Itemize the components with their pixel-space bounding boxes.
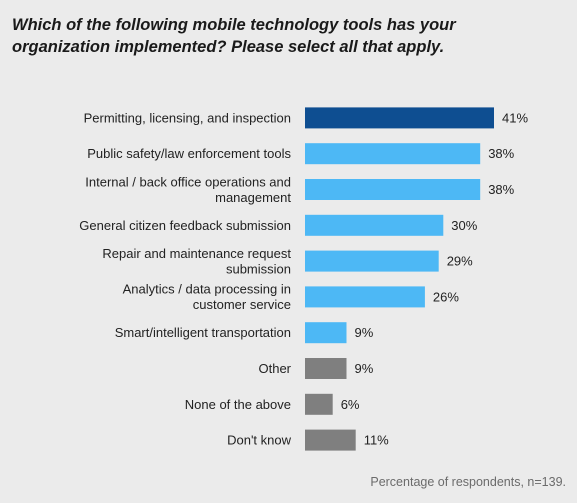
value-label-4: 29% — [447, 254, 473, 269]
category-label-3: General citizen feedback submission — [79, 218, 291, 233]
bar-8 — [305, 393, 333, 415]
category-label-1: Public safety/law enforcement tools — [87, 146, 291, 161]
bar-3 — [305, 214, 444, 236]
value-label-0: 41% — [502, 110, 528, 125]
bar-1 — [305, 143, 481, 165]
value-label-9: 11% — [364, 433, 389, 448]
chart-title: Which of the following mobile technology… — [12, 16, 456, 56]
bar-0 — [305, 107, 494, 129]
category-label-9: Don't know — [227, 433, 292, 448]
category-label-6: Smart/intelligent transportation — [115, 325, 291, 340]
category-label-8: None of the above — [185, 397, 291, 412]
value-label-1: 38% — [488, 146, 514, 161]
bar-9 — [305, 429, 356, 451]
value-label-3: 30% — [451, 218, 477, 233]
value-label-7: 9% — [355, 361, 374, 376]
footnote: Percentage of respondents, n=139. — [370, 475, 566, 489]
category-label-7: Other — [258, 361, 291, 376]
category-label-2: Internal / back office operations and man… — [85, 174, 291, 205]
bar-4 — [305, 250, 439, 272]
value-label-8: 6% — [341, 397, 360, 412]
bar-6 — [305, 322, 347, 344]
category-label-0: Permitting, licensing, and inspection — [84, 110, 291, 125]
category-label-5: Analytics / data processing in customer s… — [123, 282, 291, 313]
value-label-5: 26% — [433, 289, 459, 304]
category-label-4: Repair and maintenance request submission — [102, 246, 291, 277]
bar-2 — [305, 179, 481, 200]
value-label-2: 38% — [488, 182, 514, 197]
value-label-6: 9% — [355, 325, 374, 340]
bar-5 — [305, 286, 425, 308]
bar-7 — [305, 358, 347, 379]
